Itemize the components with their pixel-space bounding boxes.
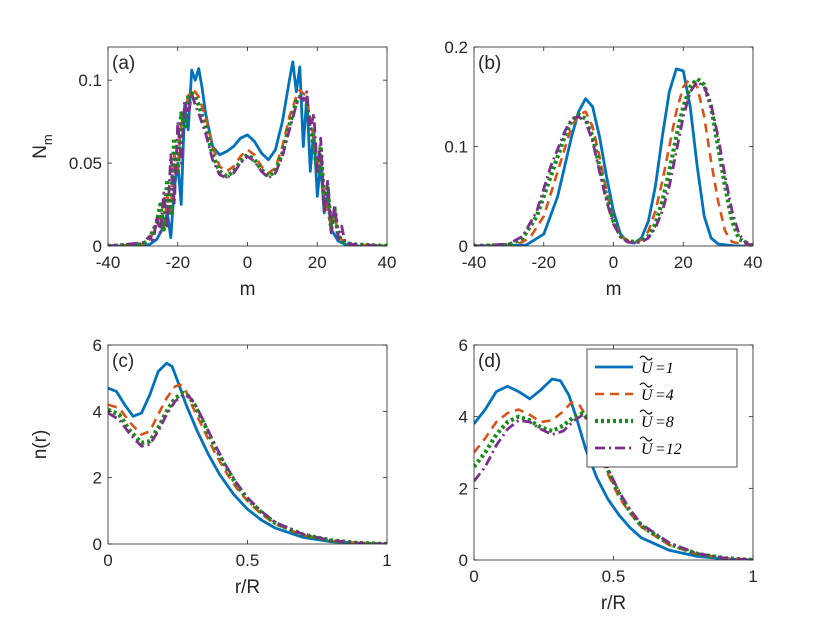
- x-tick-label: 0.5: [236, 551, 260, 570]
- x-tick-label: 40: [744, 253, 763, 272]
- series-line-4: [474, 80, 753, 246]
- x-tick-label: 20: [674, 253, 693, 272]
- legend-tilde-mark: [639, 382, 653, 388]
- x-tick-label: -40: [96, 253, 121, 272]
- series-line-1: [474, 377, 753, 560]
- x-tick-label: 1: [748, 567, 757, 586]
- legend-label-1: =1: [655, 360, 674, 377]
- panel-label: (c): [112, 351, 134, 372]
- legend-tilde-mark: [639, 355, 653, 361]
- y-tick-label: 4: [459, 408, 468, 427]
- y-tick-label: 2: [93, 469, 102, 488]
- y-tick-label: 0.1: [78, 71, 102, 90]
- y-tick-label: 0.05: [69, 154, 102, 173]
- panel-label: (d): [478, 351, 501, 372]
- series-line-4: [108, 393, 387, 544]
- legend-u-symbol: U: [641, 360, 654, 377]
- y-axis-label: n(r): [30, 430, 51, 460]
- x-tick-label: -40: [462, 253, 487, 272]
- x-tick-label: 0: [243, 253, 252, 272]
- legend-box: [586, 348, 738, 468]
- series-line-4: [108, 90, 387, 246]
- y-tick-label: 0: [459, 551, 468, 570]
- panel-label: (a): [112, 53, 135, 74]
- x-axis-label: r/R: [235, 577, 260, 598]
- series-line-2: [108, 383, 387, 544]
- x-tick-label: 0: [609, 253, 618, 272]
- y-tick-label: 0: [93, 237, 102, 256]
- x-axis-label: m: [606, 279, 622, 300]
- panel-label: (b): [478, 53, 501, 74]
- legend-label-4: =12: [655, 441, 682, 458]
- x-tick-label: 20: [308, 253, 327, 272]
- legend-label-3: =8: [655, 414, 674, 431]
- legend-label-2: =4: [655, 387, 674, 404]
- y-tick-label: 0.1: [444, 138, 468, 157]
- legend-u-symbol: U: [641, 387, 654, 404]
- series-line-1: [108, 361, 387, 544]
- series-group: [108, 361, 387, 544]
- x-tick-label: -20: [531, 253, 556, 272]
- series-line-3: [474, 411, 753, 560]
- series-group: [108, 60, 387, 246]
- legend-u-symbol: U: [641, 441, 654, 458]
- x-tick-label: 0: [103, 551, 112, 570]
- y-tick-label: 0.2: [444, 38, 468, 57]
- series-line-2: [474, 401, 753, 560]
- x-axis-label: r/R: [601, 593, 626, 614]
- x-tick-label: 40: [378, 253, 397, 272]
- y-tick-label: 4: [93, 402, 102, 421]
- x-tick-label: -20: [165, 253, 190, 272]
- axes-background: [108, 345, 387, 544]
- series-group: [474, 377, 753, 560]
- x-tick-label: 0: [469, 567, 478, 586]
- axes-background: [108, 47, 387, 246]
- series-group: [474, 67, 753, 246]
- y-axis-label-subscript: m: [40, 134, 55, 145]
- y-axis-label: Nm: [30, 134, 55, 159]
- y-tick-label: 2: [459, 479, 468, 498]
- y-tick-label: 0: [93, 535, 102, 554]
- panel-b: -40 -20 0 20 40 0 0.1 0.2 m (b): [444, 38, 762, 300]
- y-tick-label: 0: [459, 237, 468, 256]
- legend-tilde-mark: [639, 436, 653, 442]
- y-tick-label: 6: [93, 336, 102, 355]
- series-line-4: [474, 413, 753, 560]
- legend-tilde-mark: [639, 409, 653, 415]
- series-line-2: [108, 88, 387, 246]
- x-tick-label: 1: [382, 551, 391, 570]
- panel-c: 0 0.5 1 0 2 4 6 r/R n(r) (c): [30, 336, 392, 598]
- legend: U =1U =4U =8U =12: [586, 348, 738, 468]
- y-tick-label: 6: [459, 336, 468, 355]
- x-tick-label: 0.5: [602, 567, 626, 586]
- x-axis-label: m: [240, 279, 256, 300]
- legend-u-symbol: U: [641, 414, 654, 431]
